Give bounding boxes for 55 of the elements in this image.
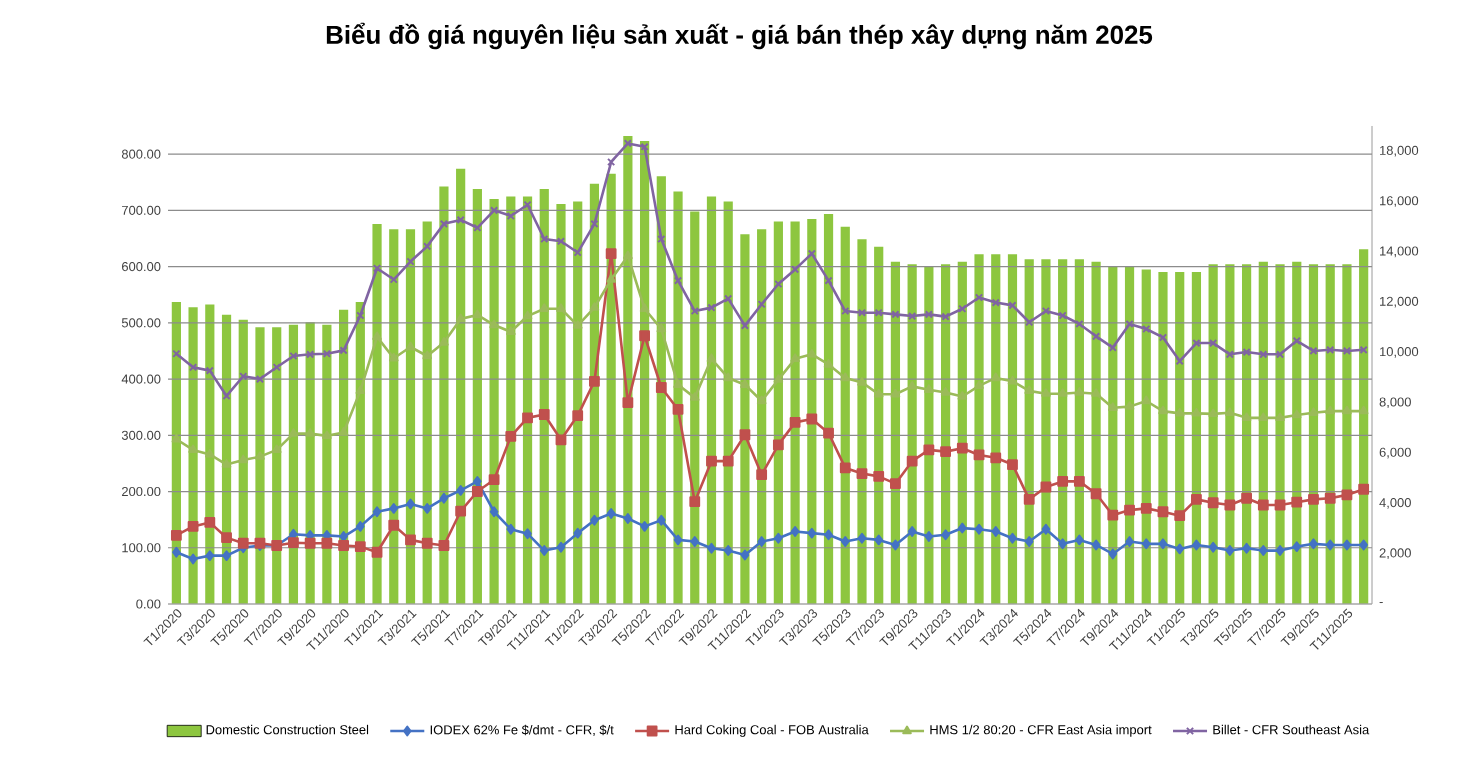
bar	[1225, 264, 1235, 604]
bar	[874, 246, 884, 604]
bar	[1325, 264, 1335, 604]
bar	[305, 322, 315, 604]
bar	[907, 264, 917, 604]
bar	[1041, 259, 1051, 604]
bar	[456, 168, 466, 604]
bar	[188, 307, 198, 604]
bar	[589, 183, 600, 604]
bar	[573, 201, 583, 604]
bar	[1275, 264, 1285, 604]
bar	[522, 196, 533, 604]
bar	[1124, 266, 1135, 604]
bar	[1175, 271, 1185, 604]
bar	[757, 229, 767, 604]
bar	[857, 239, 867, 604]
bar	[1141, 269, 1151, 604]
bar	[1241, 264, 1252, 604]
bar	[489, 198, 499, 604]
bar	[974, 254, 984, 604]
bar	[690, 211, 700, 604]
bar	[706, 196, 717, 604]
bar	[322, 324, 332, 604]
bar	[991, 254, 1001, 604]
bar	[439, 186, 449, 604]
bar	[539, 188, 549, 604]
bar	[723, 201, 733, 604]
bar	[673, 191, 683, 604]
chart-title: Biểu đồ giá nguyên liệu sản xuất - giá bán thép xây dựng năm 2025	[326, 22, 1153, 50]
bar	[556, 203, 566, 604]
bar	[1258, 261, 1268, 604]
bar	[389, 229, 399, 604]
bar	[1191, 271, 1202, 604]
bar	[1058, 259, 1068, 604]
bar	[1074, 259, 1084, 604]
bar	[255, 327, 265, 604]
bar	[238, 319, 248, 604]
bar	[924, 266, 934, 604]
bar	[773, 221, 783, 604]
bar	[807, 219, 817, 604]
bar	[1342, 264, 1352, 604]
bar	[957, 261, 967, 604]
bar	[740, 234, 750, 604]
bar	[506, 196, 516, 604]
bar	[372, 224, 382, 604]
bar	[405, 229, 416, 604]
bar	[272, 327, 282, 604]
bar	[1308, 264, 1319, 604]
bar	[422, 221, 432, 604]
bar	[890, 261, 901, 604]
bar	[1292, 261, 1302, 604]
bar	[823, 214, 834, 604]
bar	[1108, 266, 1118, 604]
bar	[472, 188, 482, 604]
bar	[840, 226, 850, 604]
